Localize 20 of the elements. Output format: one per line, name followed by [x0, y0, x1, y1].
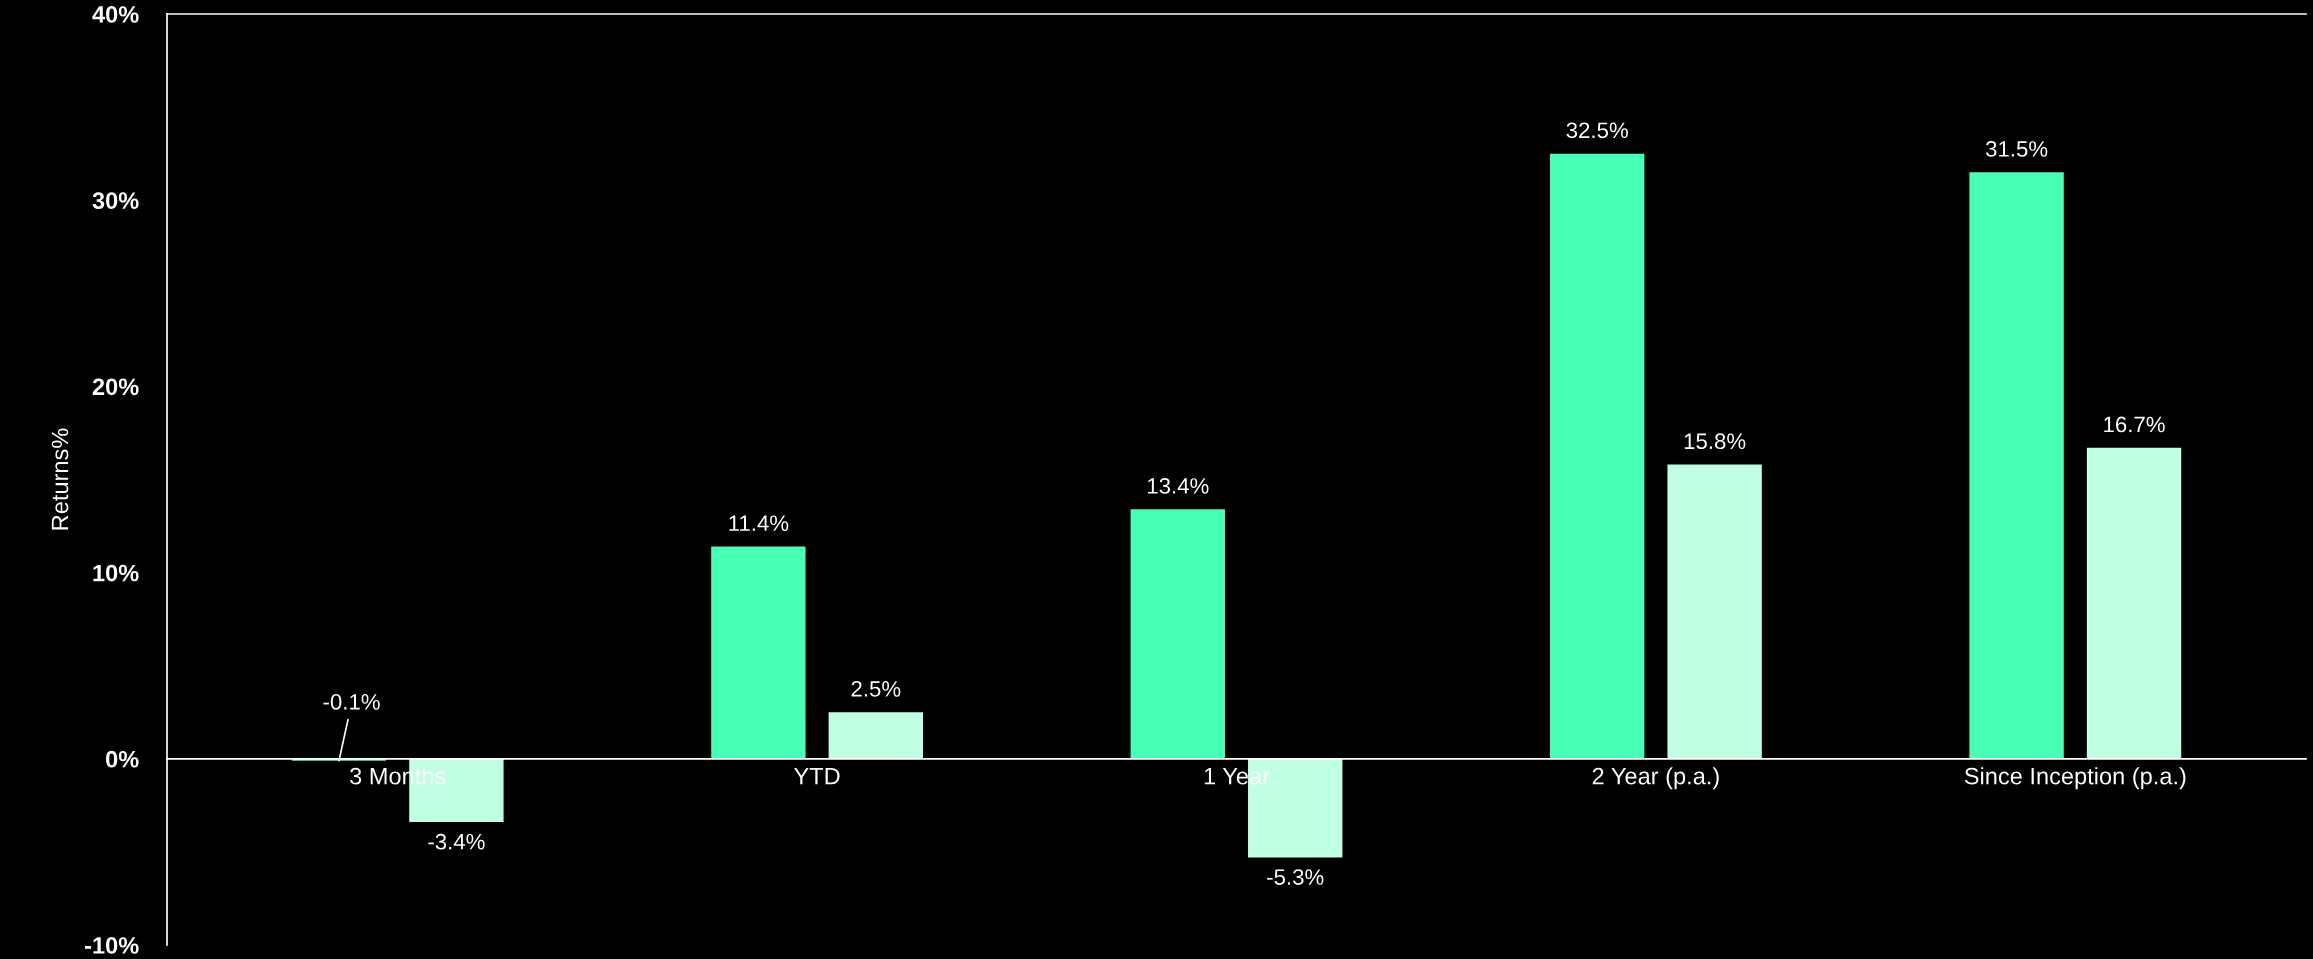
- data-label: 32.5%: [1566, 122, 1628, 139]
- y-tick-label: 40%: [92, 6, 139, 23]
- data-label: 16.7%: [2104, 416, 2165, 433]
- y-tick-label: -10%: [85, 937, 139, 954]
- y-tick-label: 20%: [92, 378, 139, 396]
- y-tick-label: 30%: [92, 192, 139, 210]
- y-axis-title: Returns%: [51, 428, 69, 530]
- x-tick-label: Since Inception (p.a.): [1964, 767, 2186, 790]
- y-tick-label: 0%: [106, 750, 139, 768]
- data-label: -3.4%: [428, 833, 485, 850]
- x-tick-label: YTD: [794, 768, 840, 785]
- data-label: 11.4%: [729, 515, 789, 531]
- y-tick-label: 10%: [93, 564, 139, 582]
- data-label: 31.5%: [1985, 141, 2048, 157]
- data-label: 13.4%: [1147, 478, 1209, 494]
- data-label: 15.8%: [1684, 433, 1746, 450]
- data-label: -0.1%: [323, 693, 380, 710]
- data-label: 2.5%: [851, 681, 901, 697]
- data-label: -5.3%: [1267, 869, 1324, 885]
- x-tick-label: 2 Year (p.a.): [1592, 767, 1719, 790]
